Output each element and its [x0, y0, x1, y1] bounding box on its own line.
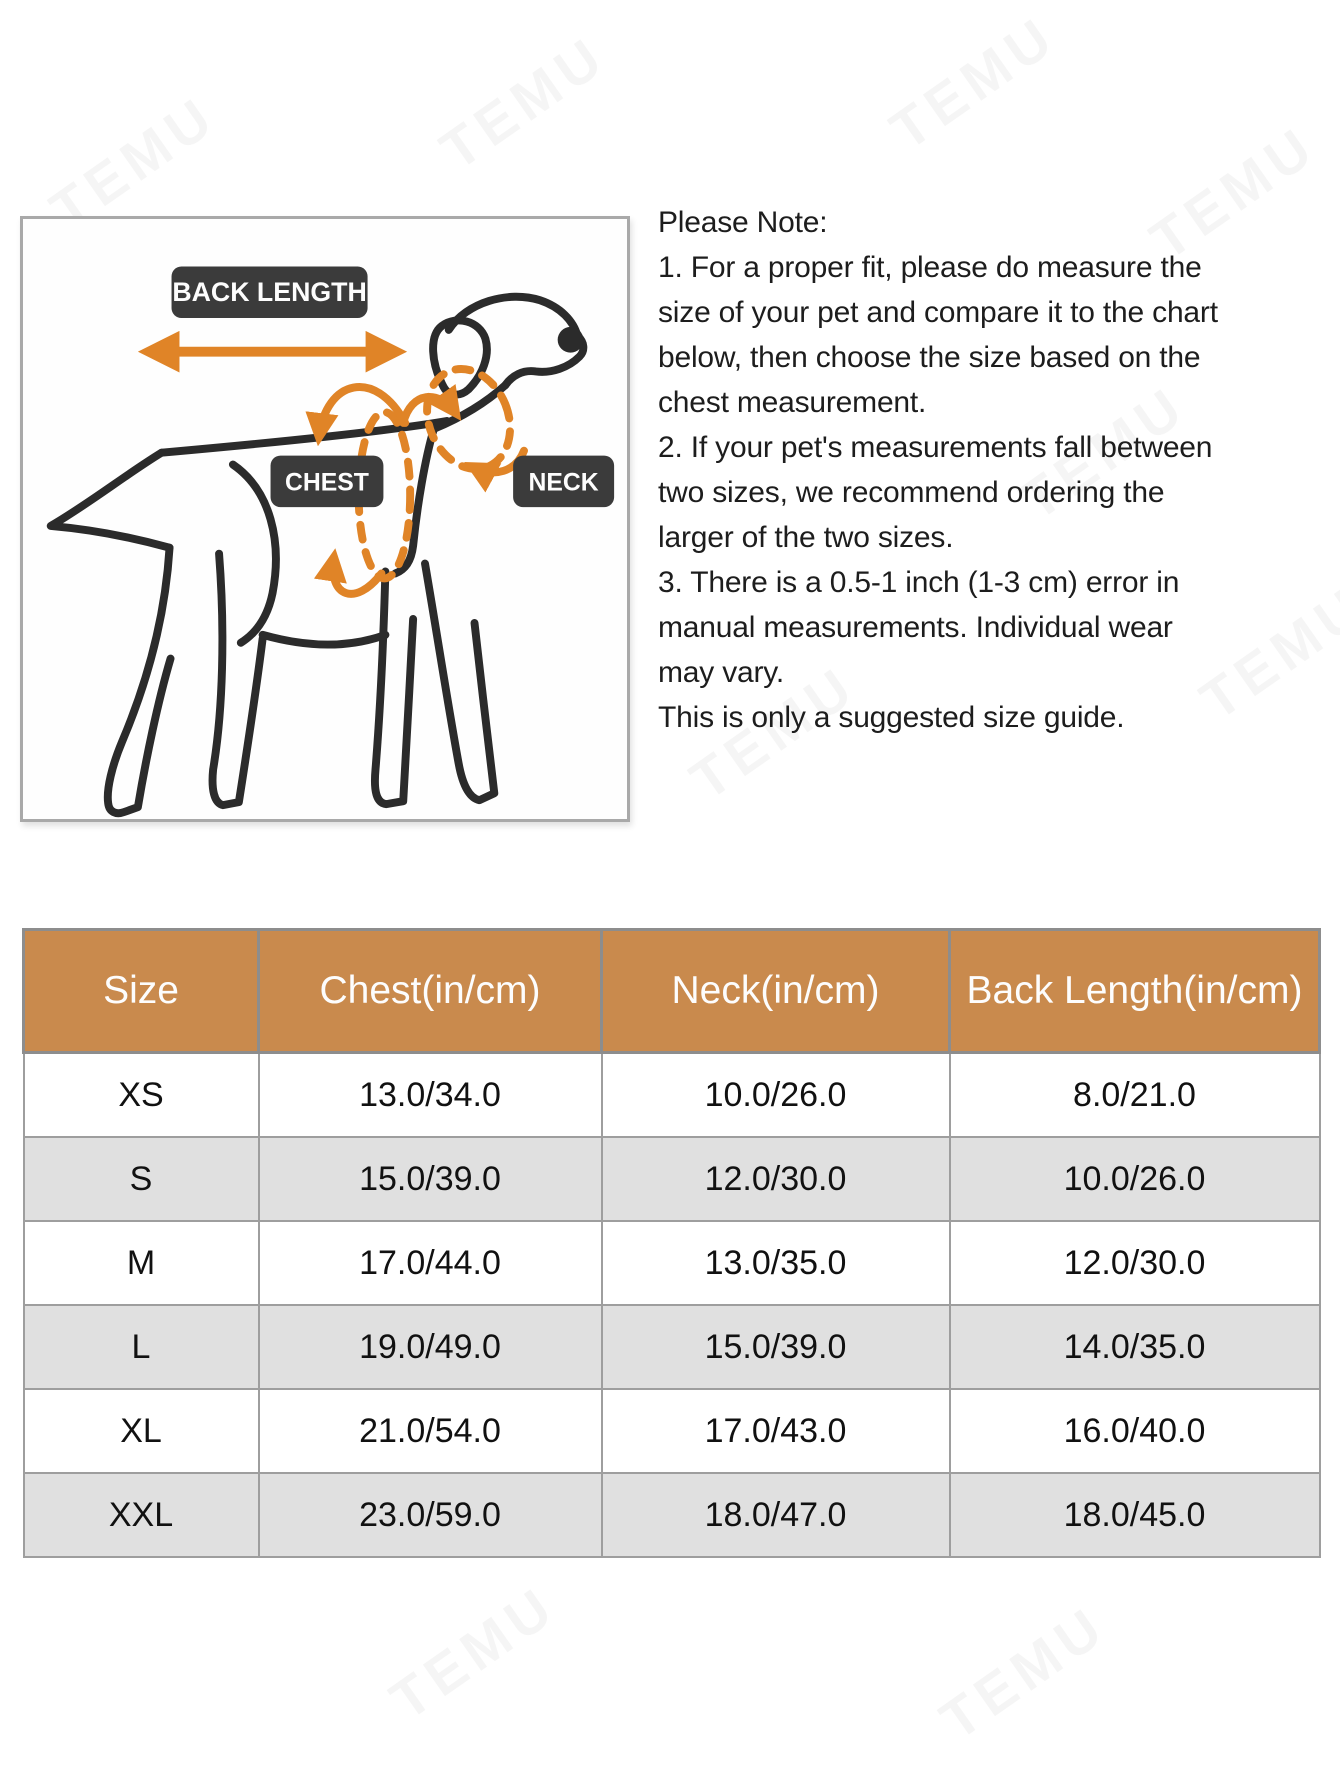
- dog-line-art: BACK LENGTH: [46, 266, 615, 818]
- cell-back-length: 14.0/35.0: [948, 1304, 1321, 1390]
- cell-back-length: 12.0/30.0: [948, 1220, 1321, 1306]
- chest-bottom-arrow: [313, 548, 386, 598]
- header-back-length: Back Length(in/cm): [948, 928, 1321, 1054]
- dog-nose: [557, 326, 584, 353]
- header-chest: Chest(in/cm): [257, 928, 603, 1054]
- cell-chest: 15.0/39.0: [257, 1136, 603, 1222]
- cell-neck: 13.0/35.0: [600, 1220, 951, 1306]
- table-row: XXL 23.0/59.0 18.0/47.0 18.0/45.0: [22, 1472, 1321, 1558]
- chest-top-arrow: [305, 383, 410, 447]
- cell-chest: 21.0/54.0: [257, 1388, 603, 1474]
- cell-size: S: [22, 1136, 260, 1222]
- neck-label-text: NECK: [529, 469, 599, 496]
- back-length-label: BACK LENGTH: [171, 266, 368, 319]
- cell-size: L: [22, 1304, 260, 1390]
- cell-chest: 13.0/34.0: [257, 1051, 603, 1138]
- table-row: S 15.0/39.0 12.0/30.0 10.0/26.0: [22, 1136, 1321, 1222]
- cell-size: M: [22, 1220, 260, 1306]
- cell-back-length: 16.0/40.0: [948, 1388, 1321, 1474]
- header-neck: Neck(in/cm): [600, 928, 951, 1054]
- measurement-annotations: [305, 365, 528, 598]
- cell-back-length: 18.0/45.0: [948, 1472, 1321, 1558]
- cell-neck: 17.0/43.0: [600, 1388, 951, 1474]
- cell-size: XS: [22, 1051, 260, 1138]
- please-note-text: Please Note: 1. For a proper fit, please…: [658, 206, 1218, 734]
- table-header-row: Size Chest(in/cm) Neck(in/cm) Back Lengt…: [22, 928, 1321, 1054]
- cell-size: XL: [22, 1388, 260, 1474]
- cell-back-length: 10.0/26.0: [948, 1136, 1321, 1222]
- temu-watermark: TEMU: [928, 1592, 1118, 1752]
- cell-chest: 19.0/49.0: [257, 1304, 603, 1390]
- cell-neck: 10.0/26.0: [600, 1051, 951, 1138]
- chest-label: CHEST: [270, 455, 384, 508]
- cell-chest: 23.0/59.0: [257, 1472, 603, 1558]
- chest-label-text: CHEST: [285, 469, 369, 496]
- size-chart-table: Size Chest(in/cm) Neck(in/cm) Back Lengt…: [22, 928, 1321, 1558]
- back-length-label-text: BACK LENGTH: [172, 277, 366, 307]
- cell-back-length: 8.0/21.0: [948, 1051, 1321, 1138]
- dog-measurement-diagram: BACK LENGTH: [20, 216, 630, 822]
- header-size: Size: [22, 928, 260, 1054]
- table-row: XL 21.0/54.0 17.0/43.0 16.0/40.0: [22, 1388, 1321, 1474]
- table-row: L 19.0/49.0 15.0/39.0 14.0/35.0: [22, 1304, 1321, 1390]
- table-row: XS 13.0/34.0 10.0/26.0 8.0/21.0: [22, 1051, 1321, 1138]
- temu-watermark: TEMU: [878, 2, 1068, 162]
- cell-neck: 15.0/39.0: [600, 1304, 951, 1390]
- dog-outline: [46, 292, 588, 818]
- table-row: M 17.0/44.0 13.0/35.0 12.0/30.0: [22, 1220, 1321, 1306]
- cell-chest: 17.0/44.0: [257, 1220, 603, 1306]
- cell-size: XXL: [22, 1472, 260, 1558]
- temu-watermark: TEMU: [378, 1572, 568, 1732]
- cell-neck: 12.0/30.0: [600, 1136, 951, 1222]
- neck-label: NECK: [513, 455, 615, 508]
- temu-watermark: TEMU: [428, 22, 618, 182]
- cell-neck: 18.0/47.0: [600, 1472, 951, 1558]
